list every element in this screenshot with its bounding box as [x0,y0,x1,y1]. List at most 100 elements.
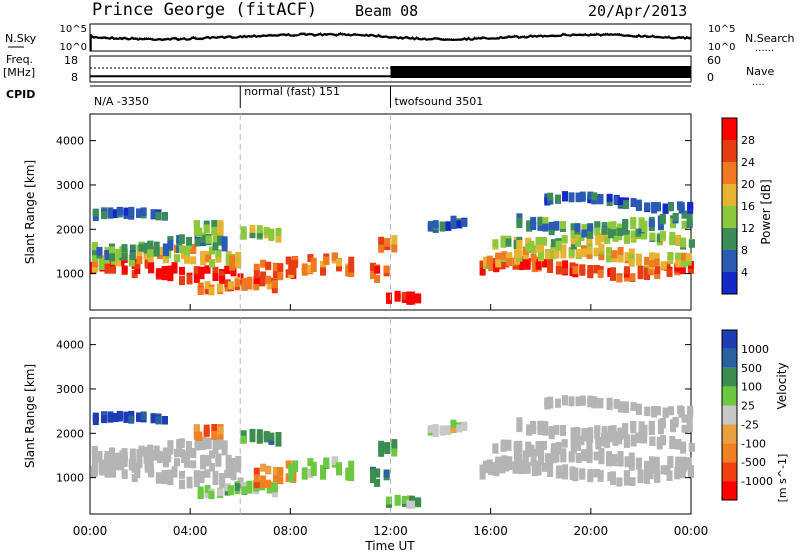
velocity-scatter-cell [266,485,273,494]
power-scatter-cell [660,231,666,240]
velocity-scatter-cell [675,456,682,465]
velocity-scatter-cell [681,463,688,472]
velocity-scatter-cell [547,396,554,405]
power-scatter-cell [204,265,211,274]
power-scatter-cell [140,208,147,216]
velocity-scatter-cell [136,413,143,422]
power-scatter-cell [200,257,207,266]
power-scatter-cell [96,246,103,255]
cpid-label: CPID [6,88,35,101]
power-scatter-cell [190,256,197,265]
velocity-scatter-cell [336,467,342,476]
velocity-scatter-cell [597,473,604,482]
power-scatter-cell [647,266,654,275]
velocity-scatter-cell [495,463,502,472]
velocity-scatter-cell [415,498,422,507]
velocity-scatter-cell [461,422,468,431]
power-scatter-cell [92,213,99,222]
power-scatter-cell [586,235,593,244]
velocity-scatter-cell [606,458,613,467]
power-scatter-cell [104,252,111,261]
power-scatter-cell [241,277,248,286]
power-scatter-cell [178,234,185,243]
power-scatter-cell [121,265,128,274]
velocity-scatter-cell [224,469,231,478]
power-scatter-cell [685,257,692,266]
velocity-scatter-cell [623,477,630,486]
power-scatter-cell [128,211,135,220]
velocity-scatter-cell [597,398,604,406]
velocity-scatter-cell [612,437,619,446]
power-scatter-cell [450,215,457,224]
power-scatter-cell [597,269,604,278]
power-scatter-cell [178,245,185,254]
velocity-scatter-cell [530,420,537,429]
velocity-scatter-cell [198,475,205,484]
power-scatter-cell [235,260,242,269]
power-scatter-cell [505,238,512,247]
velocity-scatter-cell [570,427,577,436]
power-colorbar: 4 8 12 16 20 24 28 [721,117,755,295]
power-scatter-cell [323,256,330,265]
power-scatter-cell [101,211,107,220]
frequency-left-tick-top: 18 [64,54,78,67]
power-scatter-cell [190,246,197,254]
power-scatter-cell [219,271,226,279]
power-scatter-cell [593,247,600,256]
x-tick-label: 20:00 [574,524,609,538]
velocity-scatter-cell [587,427,594,436]
power-scatter-cell [644,265,650,274]
power-scatter-cell [310,257,317,266]
velocity-scatter-cell [667,455,674,464]
velocity-scatter-cell [616,478,623,487]
power-scatter-cell [686,219,693,228]
power-scatter-cell [271,285,278,294]
power-scatter-cell [622,226,629,235]
power-scatter-cell [336,258,342,267]
cpid-segment-label: normal (fast) 151 [244,85,340,98]
velocity-scatter-cell [197,491,204,499]
velocity-scatter-cell [198,470,205,479]
power-scatter-cell [555,194,561,203]
velocity-scatter-cell [215,453,222,462]
velocity-scatter-cell [240,430,247,439]
power-scatter-cell [229,262,236,271]
velocity-scatter-cell [535,448,542,457]
power-scatter-cell [594,221,601,230]
power-scatter-cell [227,281,234,290]
power-scatter-cell [147,240,154,249]
power-scatter-cell [450,221,457,229]
velocity-scatter-cell [591,400,598,409]
power-scatter-cell [630,216,637,225]
velocity-scatter-cell [548,425,555,434]
velocity-scatter-cell [578,437,585,446]
velocity-scatter-cell [593,451,600,460]
velocity-scatter-cell [624,456,631,465]
power-scatter-cell [217,222,224,231]
velocity-scatter-cell [644,460,651,469]
velocity-scatter-cell [153,445,160,454]
velocity-scatter-cell [348,468,355,477]
power-scatter-cell [256,230,263,239]
power-scatter-cell [121,244,128,253]
velocity-scatter-cell [593,469,600,478]
frequency-left-tick-bottom: 8 [71,71,78,84]
power-scatter-cell [500,235,507,244]
velocity-scatter-cell [211,424,218,432]
velocity-scatter-cell [555,465,562,474]
velocity-scatter-cell [147,453,154,462]
velocity-scatter-cell [181,455,187,463]
velocity-scatter-cell [669,440,676,449]
power-scatter-cell [181,251,187,259]
velocity-scatter-cell [336,462,342,471]
power-scatter-cell [91,253,98,262]
velocity-scatter-cell [622,423,629,431]
power-scatter-cell [688,239,695,248]
power-scatter-cell [604,235,611,244]
velocity-scatter-cell [628,462,635,471]
power-scatter-cell [136,209,143,218]
velocity-scatter-cell [572,470,579,479]
power-scatter-cell [224,279,231,288]
velocity-colorbar-bin [722,424,737,444]
power-scatter-cell [500,239,507,248]
